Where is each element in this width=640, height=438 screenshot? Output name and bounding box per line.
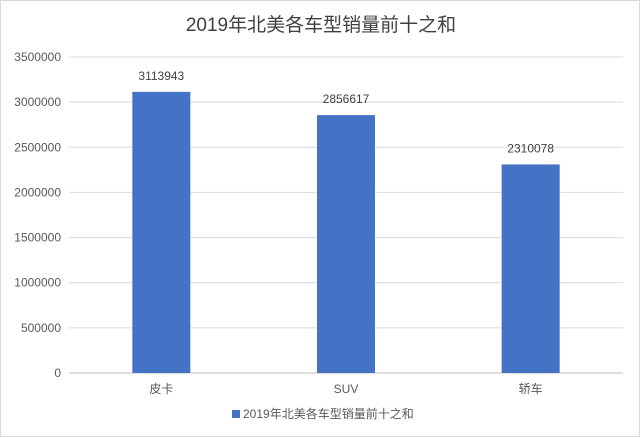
legend-label: 2019年北美各车型销量前十之和 [243,406,414,421]
y-tick-label: 2500000 [14,140,61,154]
category-label: SUV [334,382,359,396]
x-axis-categories: 皮卡 SUV 轿车 [149,381,542,396]
data-labels: 3113943 2856617 2310078 [138,69,554,156]
data-label: 2856617 [323,92,370,106]
bar [501,164,560,373]
y-tick-label: 3000000 [14,95,61,109]
data-label: 3113943 [138,69,184,83]
y-tick-label: 1500000 [14,231,61,245]
chart-title: 2019年北美各车型销量前十之和 [186,14,456,36]
bar [132,91,191,373]
category-label: 皮卡 [149,382,173,396]
bars [132,91,560,374]
y-tick-label: 500000 [21,321,61,335]
y-tick-label: 2000000 [14,185,61,199]
y-tick-label: 1000000 [14,276,61,290]
y-tick-label: 0 [54,366,61,380]
y-tick-label: 3500000 [14,50,61,64]
y-axis-ticks: 0 500000 1000000 1500000 2000000 2500000 30000… [14,50,61,380]
legend: 2019年北美各车型销量前十之和 [232,406,414,421]
category-label: 轿车 [519,381,543,396]
legend-swatch [232,410,240,418]
data-label: 2310078 [507,141,554,155]
bar [317,115,375,374]
